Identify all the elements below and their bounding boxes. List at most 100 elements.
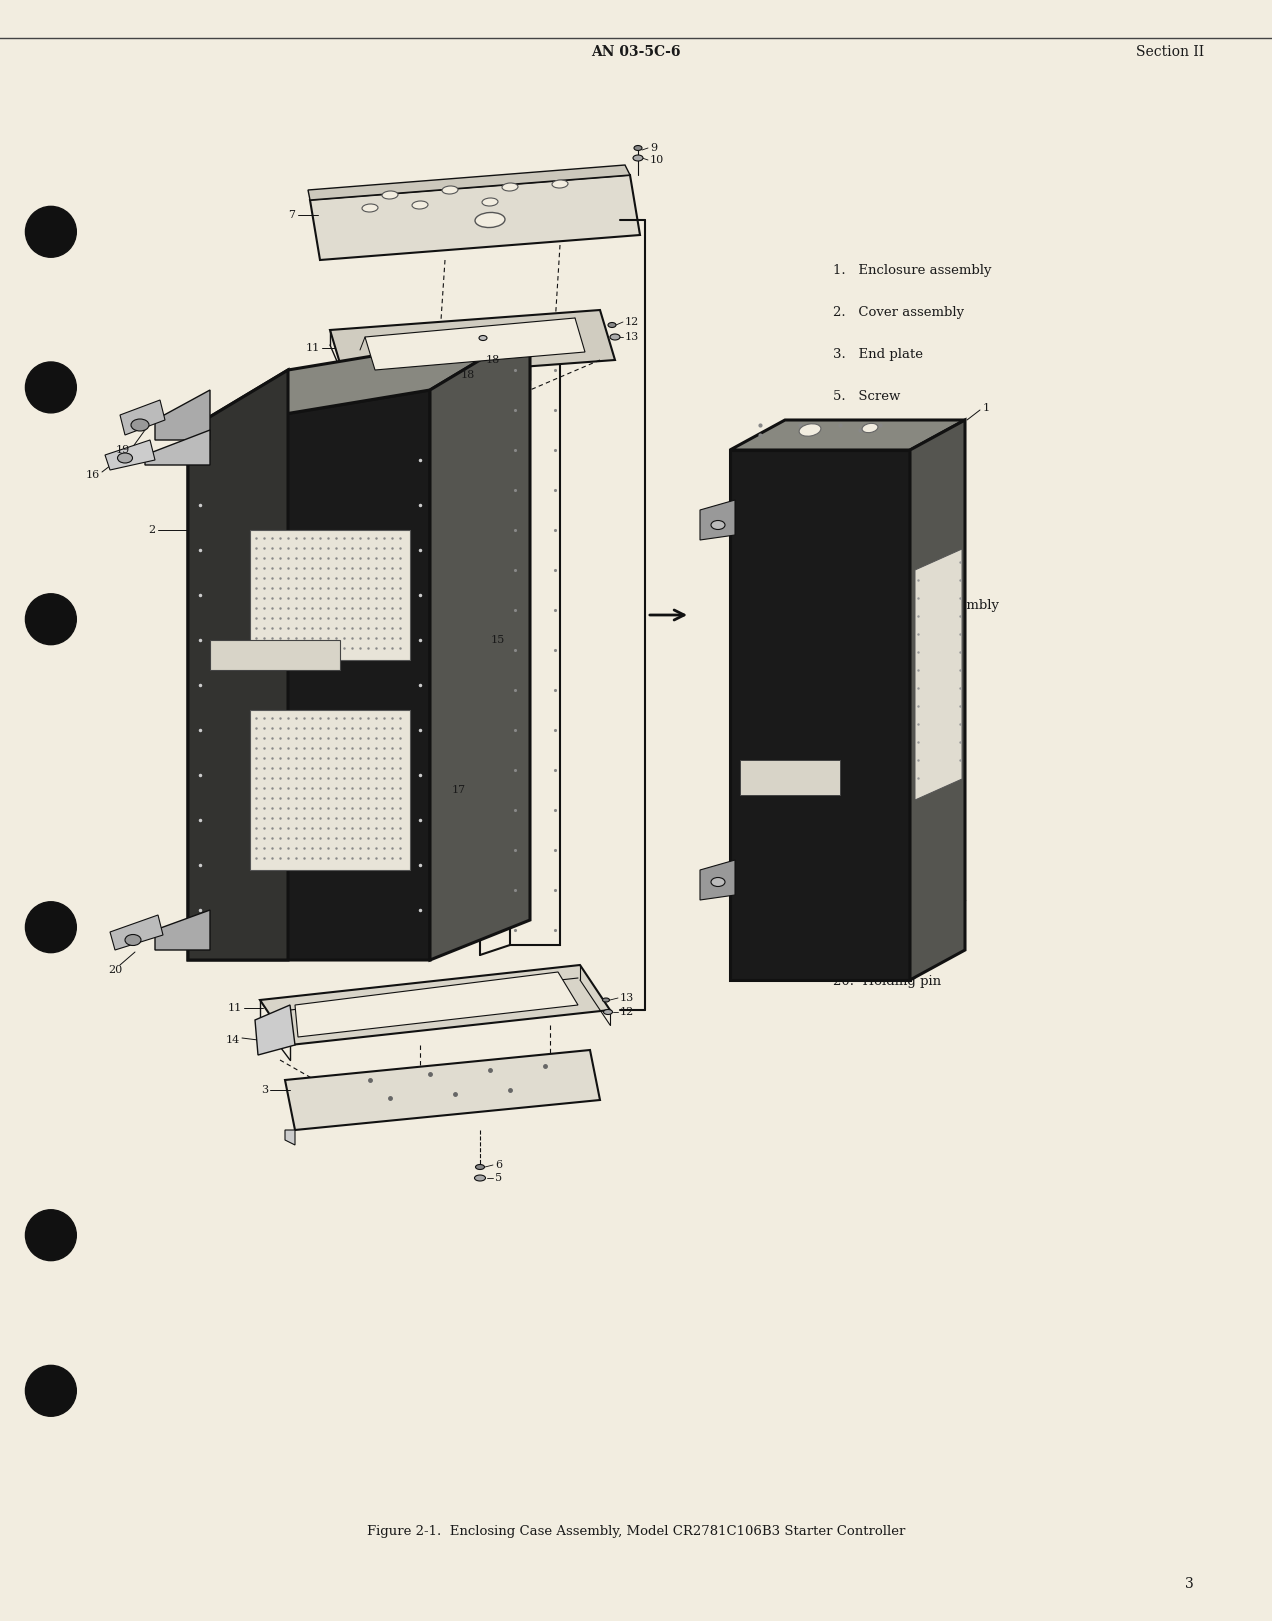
Ellipse shape <box>862 423 878 433</box>
Ellipse shape <box>799 423 820 436</box>
Text: 18: 18 <box>486 355 500 365</box>
Text: 2: 2 <box>148 525 155 535</box>
Polygon shape <box>155 909 210 950</box>
Polygon shape <box>109 914 163 950</box>
Text: 9: 9 <box>650 143 658 152</box>
Polygon shape <box>365 318 585 370</box>
Text: 10: 10 <box>650 156 664 165</box>
Text: 1.   Enclosure assembly: 1. Enclosure assembly <box>833 264 992 277</box>
Polygon shape <box>259 964 611 1046</box>
Polygon shape <box>188 331 530 430</box>
Text: 5.   Screw: 5. Screw <box>833 389 901 402</box>
Ellipse shape <box>412 201 427 209</box>
Text: Figure 2-1.  Enclosing Case Assembly, Model CR2781C106B3 Starter Controller: Figure 2-1. Enclosing Case Assembly, Mod… <box>366 1525 906 1538</box>
Ellipse shape <box>476 1164 485 1169</box>
Text: 18.  Slide latch post: 18. Slide latch post <box>833 892 967 905</box>
Ellipse shape <box>382 191 398 199</box>
Text: 18: 18 <box>460 370 474 379</box>
Polygon shape <box>188 391 430 960</box>
Text: 16: 16 <box>85 470 100 480</box>
Ellipse shape <box>482 198 499 206</box>
Polygon shape <box>145 430 210 465</box>
Text: AN 03-5C-6: AN 03-5C-6 <box>591 45 681 58</box>
Text: Section II: Section II <box>1136 45 1205 58</box>
Polygon shape <box>730 420 965 451</box>
Ellipse shape <box>363 204 378 212</box>
Polygon shape <box>251 710 410 870</box>
Text: 3.   End plate: 3. End plate <box>833 349 923 361</box>
Text: 5: 5 <box>495 1174 502 1183</box>
Polygon shape <box>915 550 962 801</box>
Text: 14.  Packing: 14. Packing <box>833 725 916 738</box>
Text: 6: 6 <box>495 1161 502 1170</box>
Text: 12.  Screw: 12. Screw <box>833 640 904 653</box>
Polygon shape <box>210 640 340 669</box>
Text: 10.  Lockwasher: 10. Lockwasher <box>833 558 944 571</box>
Ellipse shape <box>125 934 141 945</box>
Text: 3: 3 <box>261 1084 268 1096</box>
Ellipse shape <box>131 418 149 431</box>
Text: 20.  Holding pin: 20. Holding pin <box>833 976 941 989</box>
Polygon shape <box>155 391 210 439</box>
Ellipse shape <box>603 999 609 1002</box>
Polygon shape <box>430 331 530 960</box>
Polygon shape <box>700 499 735 540</box>
Polygon shape <box>254 1005 295 1055</box>
Text: 15: 15 <box>491 635 505 645</box>
Circle shape <box>25 1209 76 1261</box>
Ellipse shape <box>117 452 132 464</box>
Ellipse shape <box>441 186 458 195</box>
Text: 3: 3 <box>1186 1577 1193 1590</box>
Polygon shape <box>740 760 840 794</box>
Circle shape <box>25 206 76 258</box>
Circle shape <box>25 1365 76 1417</box>
Circle shape <box>25 901 76 953</box>
Ellipse shape <box>552 180 569 188</box>
Text: 15.  Base: 15. Base <box>833 767 895 780</box>
Text: 1: 1 <box>983 404 990 413</box>
Ellipse shape <box>474 1175 486 1182</box>
Ellipse shape <box>480 336 487 340</box>
Circle shape <box>25 593 76 645</box>
Polygon shape <box>285 1050 600 1130</box>
Text: 17: 17 <box>452 785 466 794</box>
Text: 13: 13 <box>619 994 635 1003</box>
Ellipse shape <box>502 183 518 191</box>
Polygon shape <box>308 165 630 199</box>
Text: 19.  Guide pin: 19. Guide pin <box>833 934 927 947</box>
Text: 11: 11 <box>305 344 321 353</box>
Text: 17.  Screen: 17. Screen <box>833 849 909 862</box>
Polygon shape <box>310 175 640 259</box>
Text: 20: 20 <box>108 964 122 974</box>
Text: 13: 13 <box>625 332 640 342</box>
Polygon shape <box>251 530 410 660</box>
Text: 2.   Cover assembly: 2. Cover assembly <box>833 306 964 319</box>
Text: 7.   End plate: 7. End plate <box>833 473 923 486</box>
Text: 11.  End frame assembly: 11. End frame assembly <box>833 598 1000 611</box>
Text: 13.  Lockwasher: 13. Lockwasher <box>833 682 944 695</box>
Circle shape <box>25 361 76 413</box>
Ellipse shape <box>633 156 644 160</box>
Text: 14: 14 <box>225 1034 240 1046</box>
Ellipse shape <box>611 334 619 340</box>
Text: 12: 12 <box>625 318 640 327</box>
Ellipse shape <box>711 877 725 887</box>
Polygon shape <box>909 420 965 981</box>
Text: 11: 11 <box>228 1003 242 1013</box>
Ellipse shape <box>608 323 616 327</box>
Polygon shape <box>106 439 155 470</box>
Text: 12: 12 <box>619 1007 635 1016</box>
Text: 6.   Lockwasher: 6. Lockwasher <box>833 431 940 444</box>
Ellipse shape <box>603 1010 613 1015</box>
Ellipse shape <box>633 146 642 151</box>
Ellipse shape <box>711 520 725 530</box>
Polygon shape <box>295 973 577 1037</box>
Text: 9.   Screw: 9. Screw <box>833 515 901 528</box>
Polygon shape <box>730 451 909 981</box>
Text: 7: 7 <box>287 211 295 220</box>
Polygon shape <box>329 310 614 379</box>
Text: 19: 19 <box>116 446 130 456</box>
Ellipse shape <box>474 212 505 227</box>
Polygon shape <box>120 400 165 434</box>
Polygon shape <box>510 340 560 945</box>
